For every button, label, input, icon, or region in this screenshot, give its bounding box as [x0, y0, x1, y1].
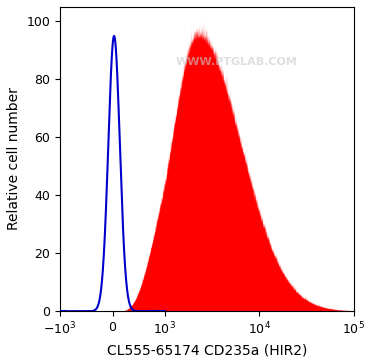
Y-axis label: Relative cell number: Relative cell number [7, 88, 21, 230]
Text: WWW.PTGLAB.COM: WWW.PTGLAB.COM [175, 57, 297, 67]
X-axis label: CL555-65174 CD235a (HIR2): CL555-65174 CD235a (HIR2) [107, 343, 307, 357]
